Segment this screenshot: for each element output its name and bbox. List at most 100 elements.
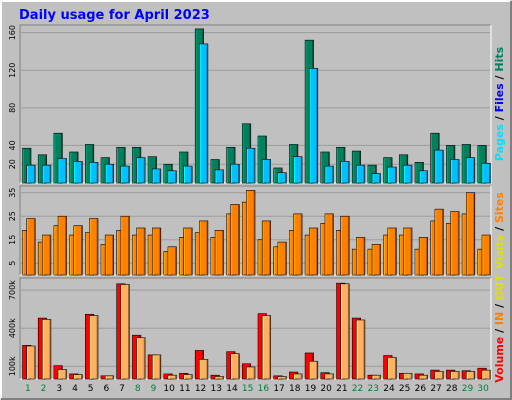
- axis-label-part: /: [493, 223, 506, 235]
- in-out-bar-day-25-body: [403, 372, 413, 380]
- files-bar-day-26: [418, 170, 429, 184]
- files-bar-day-11: [183, 165, 193, 184]
- sites-bar-day-12: [199, 220, 209, 276]
- axis-label-part: Hits: [493, 46, 506, 71]
- axis-label-part: Sites: [493, 192, 506, 223]
- x-day-label: 21: [336, 384, 347, 394]
- in-out-bar-day-17-body: [277, 376, 287, 380]
- files-bar-day-2: [42, 164, 52, 184]
- in-out-bar-day-30: [481, 369, 491, 380]
- in-out-bar-day-5: [89, 315, 99, 380]
- sites-bar-day-24-body: [387, 227, 397, 276]
- files-bar-day-30-body: [481, 162, 491, 184]
- y-tick-label: 120: [8, 63, 17, 78]
- sites-bar-day-7: [120, 215, 130, 276]
- sites-bar-day-5-body: [89, 218, 99, 276]
- in-out-bar-day-19: [308, 360, 319, 380]
- y-tick-label: 25: [8, 211, 17, 221]
- files-bar-day-20-body: [324, 165, 334, 184]
- in-out-bar-day-28: [450, 371, 460, 380]
- x-day-label: 2: [41, 384, 47, 394]
- files-bar-day-15-body: [246, 147, 256, 184]
- sites-bar-day-20: [324, 213, 334, 276]
- x-day-label: 18: [289, 384, 301, 394]
- panel-visits-sites: 35 25 15 5 Visits / Sites: [8, 185, 506, 276]
- files-bar-day-28: [450, 159, 460, 184]
- in-out-bar-day-1: [26, 345, 36, 380]
- sites-bar-day-13: [214, 230, 224, 276]
- panel-volume-in-out-bars: [22, 282, 491, 380]
- panel-visits-sites-background: [20, 186, 491, 275]
- in-out-bar-day-27: [434, 371, 444, 380]
- in-out-bar-day-7-body: [120, 284, 130, 380]
- in-out-bar-day-16: [261, 315, 272, 380]
- sites-bar-day-4-body: [73, 225, 83, 276]
- sites-bar-day-9: [152, 227, 162, 276]
- sites-bar-day-28-body: [450, 211, 460, 276]
- in-out-bar-day-23-body: [371, 374, 381, 380]
- in-out-bar-day-24: [387, 357, 397, 380]
- x-day-label: 8: [135, 384, 141, 394]
- sites-bar-day-22-body: [356, 237, 366, 276]
- files-bar-day-21-body: [340, 161, 350, 184]
- x-day-label: 23: [368, 384, 379, 394]
- x-day-label: 9: [151, 384, 157, 394]
- in-out-bar-day-3: [57, 369, 67, 380]
- sites-bar-day-24: [387, 227, 397, 276]
- files-bar-day-26-body: [418, 170, 429, 184]
- sites-bar-day-22: [356, 237, 366, 276]
- in-out-bar-day-30-body: [481, 369, 491, 380]
- chart-title: Daily usage for April 2023: [19, 8, 210, 23]
- files-bar-day-3: [57, 158, 67, 184]
- files-bar-day-8-body: [136, 157, 146, 184]
- in-out-bar-day-9: [152, 354, 162, 380]
- x-day-label: 14: [226, 384, 238, 394]
- in-out-bar-day-20-body: [324, 373, 334, 380]
- files-bar-day-16: [261, 159, 272, 184]
- x-day-label: 13: [211, 384, 222, 394]
- in-out-bar-day-6: [104, 375, 114, 380]
- y-tick-label: 15: [8, 235, 17, 245]
- panel-hits-files-pages-gridlines: [21, 32, 490, 165]
- x-day-label: 25: [399, 384, 410, 394]
- files-bar-day-14-body: [230, 163, 240, 184]
- x-day-label: 16: [258, 384, 270, 394]
- in-out-bar-day-8: [136, 337, 146, 380]
- in-out-bar-day-22-body: [356, 319, 366, 380]
- sites-bar-day-1-body: [26, 218, 36, 276]
- files-bar-day-12: [199, 43, 209, 184]
- sites-bar-day-20-body: [324, 213, 334, 276]
- files-bar-day-9-body: [152, 168, 162, 184]
- files-bar-day-21: [340, 161, 350, 184]
- panel-volume-in-out-axis-label: Volume / IN / OUT: [493, 274, 506, 383]
- panel-visits-sites-bars: [22, 190, 491, 276]
- panels-layer: 160 120 80 40 20 Pages / Files / Hits 35 25 15 5 V…: [8, 24, 506, 383]
- panel-volume-in-out-border-dark: [19, 277, 491, 379]
- in-out-bar-day-16-body: [261, 315, 272, 380]
- sites-bar-day-2: [42, 234, 52, 276]
- x-day-label: 22: [352, 384, 363, 394]
- files-bar-day-4-body: [73, 161, 83, 184]
- sites-bar-day-30: [481, 234, 491, 276]
- x-day-label: 27: [430, 384, 441, 394]
- x-day-label: 3: [56, 384, 62, 394]
- sites-bar-day-17: [277, 241, 287, 276]
- sites-bar-day-15-body: [246, 190, 256, 276]
- sites-bar-day-21: [340, 215, 350, 276]
- sites-bar-day-17-body: [277, 241, 287, 276]
- y-tick-label: 35: [8, 188, 17, 198]
- files-bar-day-15: [246, 147, 256, 184]
- panel-volume-in-out-y-ticks: 700k 400k 100k: [8, 280, 17, 376]
- panel-visits-sites-border-light: [20, 186, 492, 276]
- in-out-bar-day-19-body: [308, 360, 319, 380]
- sites-bar-day-1: [26, 218, 36, 276]
- sites-bar-day-25-body: [403, 227, 413, 276]
- axis-label-part: /: [493, 72, 506, 84]
- x-day-label: 12: [195, 384, 206, 394]
- in-out-bar-day-11-body: [183, 374, 193, 380]
- x-day-label: 19: [305, 384, 317, 394]
- panel-visits-sites-axis-label: Visits / Sites: [493, 192, 506, 269]
